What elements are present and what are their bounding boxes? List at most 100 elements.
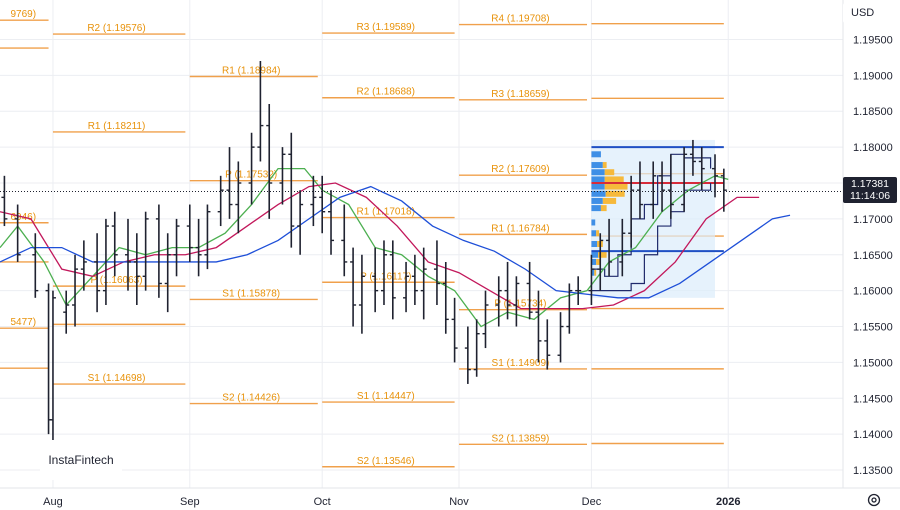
ohlc-bar: [297, 190, 304, 255]
ohlc-bar: [689, 139, 696, 176]
pivot-label: R3 (1.18659): [491, 89, 549, 100]
settings-gear-icon[interactable]: [866, 492, 882, 508]
price-tick-label: 1.13500: [853, 465, 893, 477]
ohlc-bar: [712, 154, 719, 198]
pivot-label: S1 (1.14447): [357, 391, 415, 402]
pivot-label: P (1.16063): [90, 275, 142, 286]
ohlc-bars: [1, 61, 727, 442]
ohlc-bar: [513, 276, 520, 327]
ohlc-bar: [504, 261, 511, 320]
time-tick-label: Sep: [180, 496, 200, 508]
ohlc-bar: [94, 233, 101, 313]
time-tick-label: Nov: [449, 496, 469, 508]
ohlc-bar: [372, 247, 379, 313]
ohlc-bar: [328, 190, 335, 255]
ohlc-bar: [319, 175, 326, 234]
ohlc-bar: [341, 204, 348, 277]
ohlc-bar: [80, 240, 87, 291]
ohlc-bar: [535, 290, 542, 363]
currency-selector[interactable]: USD: [843, 2, 897, 24]
ohlc-bar: [124, 218, 131, 291]
ohlc-bar: [588, 254, 595, 305]
pivot-label: S1 (1.15878): [222, 288, 280, 299]
pivot-label: S2 (1.13859): [492, 433, 550, 444]
volume-bar-yellow: [600, 205, 607, 212]
ohlc-bar: [659, 161, 666, 212]
price-tick-label: 1.15000: [853, 357, 893, 369]
pivot-label: 9769): [11, 9, 37, 20]
pivot-label: R1 (1.18984): [222, 66, 280, 77]
ohlc-bar: [310, 175, 317, 227]
ohlc-bar: [628, 175, 635, 248]
pivot-label: R2 (1.18688): [357, 87, 415, 98]
ohlc-bar: [32, 233, 39, 298]
volume-bar-yellow: [596, 258, 601, 265]
current-price-value: 1.17381: [851, 178, 889, 190]
price-tick-label: 1.15500: [853, 322, 893, 334]
ohlc-bar: [217, 175, 224, 227]
pivot-levels: 9769)6946)5477)R2 (1.19576)R1 (1.18211)P…: [0, 9, 724, 468]
ohlc-bar: [451, 297, 458, 363]
pivot-label: R1 (1.16784): [491, 223, 549, 234]
volume-bar-blue: [591, 205, 601, 212]
ohlc-bar: [102, 218, 109, 305]
ohlc-bar: [248, 132, 255, 205]
time-tick-label: Oct: [314, 496, 331, 508]
price-tick-label: 1.17000: [853, 214, 893, 226]
ohlc-bar: [142, 211, 149, 291]
ohlc-bar: [288, 132, 295, 248]
price-tick-label: 1.14000: [853, 429, 893, 441]
price-tick-label: 1.18500: [853, 106, 893, 118]
volume-bar-yellow: [594, 269, 597, 276]
ohlc-bar: [698, 147, 705, 191]
volume-bar-yellow: [598, 251, 607, 258]
pivot-label: R2 (1.17609): [491, 164, 549, 175]
volume-bar-blue: [591, 269, 595, 276]
ohlc-bar: [72, 254, 79, 327]
pivot-label: S2 (1.14426): [222, 393, 280, 404]
ohlc-bar: [389, 240, 396, 320]
volume-bar-blue: [591, 251, 599, 258]
price-tick-label: 1.16500: [853, 250, 893, 262]
ohlc-bar: [235, 161, 242, 234]
price-tick-label: 1.18000: [853, 142, 893, 154]
ohlc-bar: [164, 233, 171, 313]
pivot-label: R3 (1.19589): [357, 22, 415, 33]
ohlc-bar: [526, 261, 533, 320]
volume-bar-blue: [591, 219, 596, 226]
volume-bar-blue: [591, 169, 605, 176]
ohlc-bar: [433, 240, 440, 305]
ohlc-bar: [403, 261, 410, 313]
pivot-label: R1 (1.17018): [357, 207, 415, 218]
ohlc-bar: [681, 147, 688, 212]
ohlc-bar: [442, 261, 449, 334]
price-tick-label: 1.16000: [853, 286, 893, 298]
pivot-label: R4 (1.19708): [491, 14, 549, 25]
volume-bar-blue: [591, 176, 605, 183]
pivot-label: S1 (1.14909): [492, 358, 550, 369]
ohlc-bar: [63, 290, 70, 334]
ohlc-bar: [1, 175, 8, 227]
ohlc-bar: [636, 161, 643, 219]
ohlc-bar: [566, 283, 573, 334]
current-price-badge: 1.17381 11:14:06: [843, 177, 897, 203]
volume-bar-blue: [591, 197, 603, 204]
ohlc-bar: [279, 147, 286, 205]
ohlc-bar: [667, 154, 674, 219]
ohlc-bar: [482, 290, 489, 349]
ohlc-bar: [420, 247, 427, 320]
pivot-label: R1 (1.18211): [88, 121, 146, 132]
ohlc-bar: [358, 254, 365, 334]
ohlc-bar: [133, 233, 140, 305]
volume-bar-yellow: [605, 190, 625, 197]
ohlc-bar: [186, 204, 193, 262]
volume-bar-yellow: [602, 162, 607, 169]
ohlc-bar: [464, 326, 471, 384]
ohlc-bar: [411, 254, 418, 305]
ohlc-bar: [380, 240, 387, 305]
bar-countdown: 11:14:06: [849, 190, 891, 202]
currency-label: USD: [851, 7, 875, 19]
time-tick-label: Dec: [582, 496, 602, 508]
time-tick-label: Aug: [43, 496, 63, 508]
